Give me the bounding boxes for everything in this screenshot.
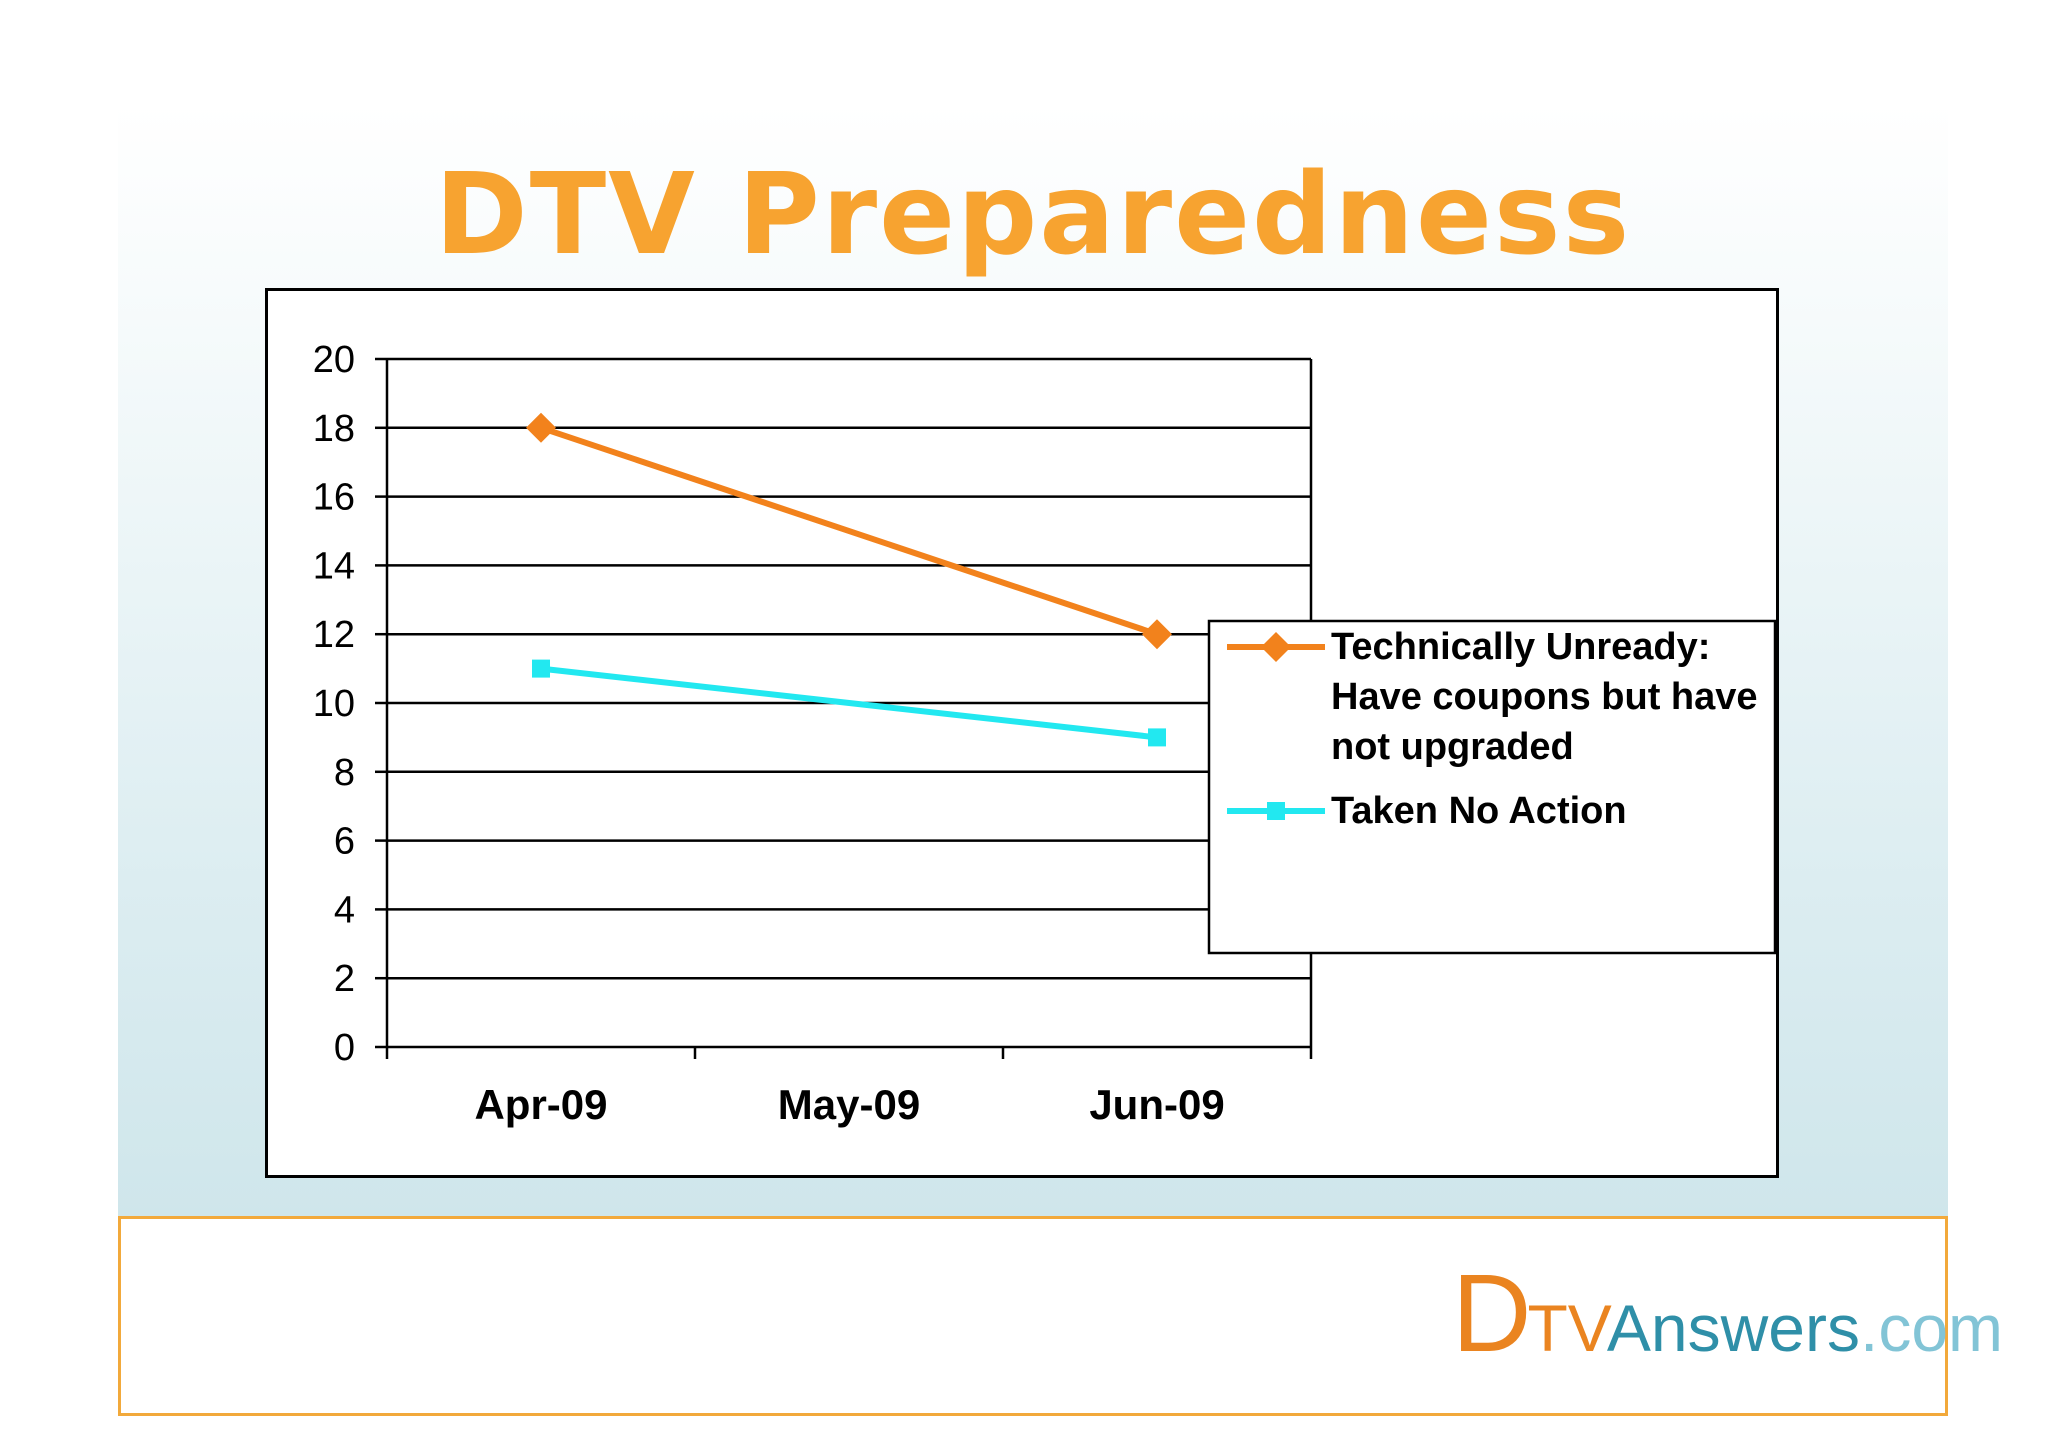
x-tick-label: May-09 xyxy=(778,1081,920,1128)
logo-d: D xyxy=(1452,1252,1531,1375)
y-tick-label: 8 xyxy=(334,752,355,794)
logo-answers: Answers xyxy=(1606,1291,1860,1365)
x-tick-labels: Apr-09 May-09 Jun-09 xyxy=(474,1081,1224,1128)
marker-diamond xyxy=(1261,632,1291,662)
series-line-1 xyxy=(540,665,1158,741)
marker-diamond xyxy=(1142,619,1172,650)
y-tick-labels: 0 2 4 6 8 10 12 14 16 18 20 xyxy=(313,339,355,1069)
marker-square xyxy=(1148,728,1166,747)
chart-frame: 0 2 4 6 8 10 12 14 16 18 20 Apr-09 May-09 Jun-09 Tec… xyxy=(265,288,1779,1178)
dtvanswers-logo: DTVAnswers.com xyxy=(1452,1250,2003,1375)
legend-label: not upgraded xyxy=(1331,726,1574,768)
y-tick-label: 20 xyxy=(313,339,355,381)
footer-bar xyxy=(118,1216,1948,1416)
legend-box xyxy=(1207,619,1776,955)
y-tick-label: 0 xyxy=(334,1027,355,1069)
marker-diamond xyxy=(526,412,556,443)
marker-square xyxy=(532,659,550,678)
series-lines xyxy=(526,412,1172,747)
marker-square xyxy=(1267,802,1285,820)
logo-tv: TV xyxy=(1527,1291,1607,1365)
series-line-0 xyxy=(540,424,1158,638)
logo-com: .com xyxy=(1859,1291,2004,1365)
x-tick-label: Jun-09 xyxy=(1089,1081,1224,1128)
x-tick-label: Apr-09 xyxy=(474,1081,607,1128)
y-tick-label: 16 xyxy=(313,477,355,519)
line-chart: 0 2 4 6 8 10 12 14 16 18 20 Apr-09 May-09 Jun-09 Tec… xyxy=(313,339,1776,1128)
y-tick-label: 2 xyxy=(334,958,355,1000)
y-tick-label: 4 xyxy=(334,889,355,931)
y-tick-label: 10 xyxy=(313,683,355,725)
slide-title: DTV Preparedness xyxy=(434,150,1632,280)
legend-label: Taken No Action xyxy=(1331,790,1627,832)
y-tick-label: 12 xyxy=(313,614,355,656)
legend: Technically Unready: Have coupons but hav… xyxy=(1207,619,1776,955)
y-tick-label: 14 xyxy=(313,545,355,587)
axes xyxy=(375,357,1313,1059)
legend-label: Technically Unready: xyxy=(1331,626,1710,668)
y-tick-label: 18 xyxy=(313,408,355,450)
legend-label: Have coupons but have xyxy=(1331,676,1758,718)
grid-lines xyxy=(387,357,1311,980)
y-tick-label: 6 xyxy=(334,821,355,863)
